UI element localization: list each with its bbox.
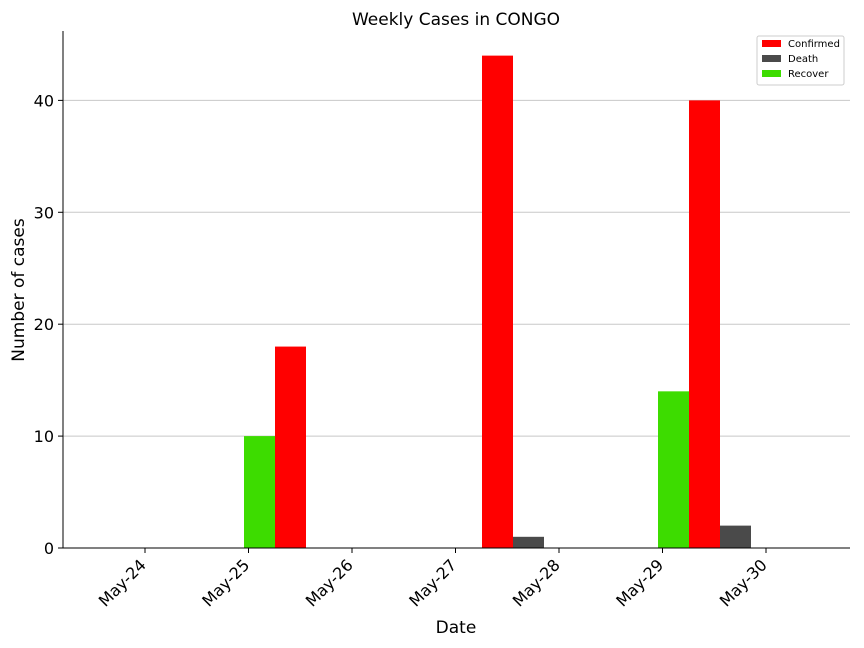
- legend-label: Recover: [788, 69, 829, 80]
- y-tick-label: 40: [34, 91, 54, 110]
- x-axis-title: Date: [436, 618, 477, 638]
- bar-confirmed: [482, 55, 513, 548]
- y-tick-label: 0: [44, 539, 54, 558]
- legend-label: Confirmed: [788, 39, 840, 50]
- y-tick-label: 20: [34, 315, 54, 334]
- legend: Confirmed Death Recover: [756, 35, 845, 86]
- gridlines: [63, 99, 850, 437]
- bar-recover: [244, 436, 275, 548]
- legend-swatch: [762, 55, 781, 62]
- y-tick-label: 30: [34, 203, 54, 222]
- y-ticks: 0 10 20 30 40: [34, 91, 63, 558]
- bar-recover: [658, 391, 689, 548]
- bars: [244, 55, 751, 548]
- x-tick-label: May-29: [612, 555, 667, 610]
- bar-death: [720, 525, 751, 548]
- chart-title: Weekly Cases in CONGO: [352, 10, 560, 30]
- bar-confirmed: [689, 100, 720, 548]
- x-tick-label: May-24: [95, 555, 150, 610]
- y-tick-label: 10: [34, 427, 54, 446]
- x-tick-label: May-25: [198, 555, 253, 610]
- x-ticks: May-24 May-25 May-26 May-27 May-28 May-29 May-…: [95, 548, 771, 611]
- y-axis-title: Number of cases: [9, 218, 29, 362]
- x-tick-label: May-27: [405, 555, 460, 610]
- axes: [62, 31, 850, 549]
- legend-label: Death: [788, 54, 818, 65]
- legend-swatch: [762, 40, 781, 47]
- bar-death: [513, 536, 544, 548]
- legend-swatch: [762, 70, 781, 77]
- x-tick-label: May-28: [509, 555, 564, 610]
- x-tick-label: May-30: [716, 555, 771, 610]
- bar-confirmed: [275, 346, 306, 548]
- x-tick-label: May-26: [302, 555, 357, 610]
